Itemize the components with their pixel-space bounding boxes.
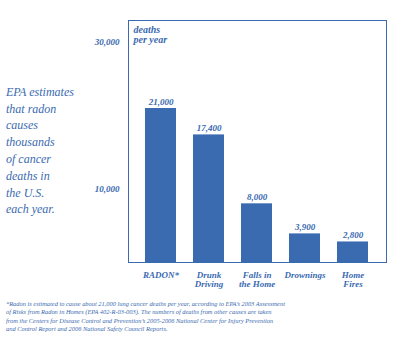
svg-text:3,900: 3,900 — [294, 222, 316, 232]
html-text:EPA estimates that radon cause: EPA estimates that radon causes thousand… — [6, 84, 74, 217]
svg-text:HomeFires: HomeFires — [341, 270, 365, 289]
svg-text:10,000: 10,000 — [95, 184, 120, 194]
svg-text:2,800: 2,800 — [342, 230, 364, 240]
svg-text:Drownings: Drownings — [283, 270, 326, 280]
html-text:*Radon is estimated to cause a: *Radon is estimated to cause about 21,00… — [6, 300, 285, 332]
svg-text:8,000: 8,000 — [247, 192, 268, 202]
svg-text:RADON*: RADON* — [142, 270, 180, 280]
svg-text:21,000: 21,000 — [148, 97, 174, 107]
svg-text:17,400: 17,400 — [197, 123, 222, 133]
svg-text:Falls inthe Home: Falls inthe Home — [239, 270, 275, 289]
svg-text:deathsper year: deathsper year — [133, 24, 168, 45]
svg-text:30,000: 30,000 — [94, 37, 120, 47]
svg-text:DrunkDriving: DrunkDriving — [194, 270, 224, 289]
